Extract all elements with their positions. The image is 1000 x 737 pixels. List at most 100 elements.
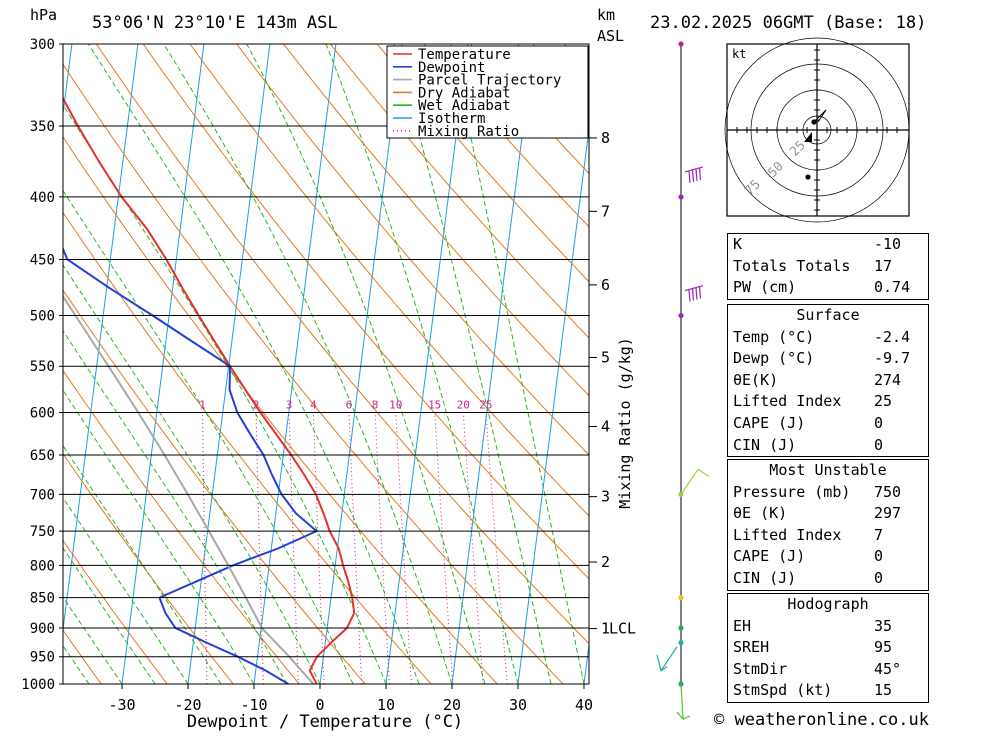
wet-adiabat-line	[164, 44, 452, 684]
mu-pressure-row: Pressure (mb)750	[728, 482, 928, 504]
wind-level-dot	[678, 313, 683, 318]
pressure-tick-label: 950	[30, 650, 55, 666]
wind-level-dot	[678, 625, 683, 630]
x-axis-label: Dewpoint / Temperature (°C)	[187, 712, 463, 732]
isotherm-line	[452, 44, 534, 684]
pressure-tick-label: 600	[30, 406, 55, 422]
mixing-ratio-line	[313, 413, 324, 685]
dry-adiabat-line	[3, 44, 497, 684]
km-tick-label: 8	[601, 129, 610, 147]
wind-barb	[685, 286, 703, 302]
legend-entry: Mixing Ratio	[418, 124, 519, 140]
wet-adiabat-line	[88, 44, 419, 684]
surface-temp-row: Temp (°C)-2.4	[728, 327, 928, 349]
isotherm-line	[0, 44, 6, 684]
mixing-ratio-label: 15	[428, 399, 441, 412]
x-tick-label: 40	[575, 696, 593, 714]
hodograph-point	[811, 119, 816, 124]
wind-level-dot	[678, 41, 683, 46]
mixing-ratio-line	[486, 413, 507, 685]
hodograph-unit-label: kt	[732, 47, 746, 61]
datetime-title: 23.02.2025 06GMT (Base: 18)	[650, 13, 926, 33]
wind-barb-flag	[689, 171, 690, 183]
wind-barb-flag	[693, 289, 694, 301]
wet-adiabat-line	[326, 44, 518, 684]
mixing-ratio-label: 1	[199, 399, 206, 412]
pressure-tick-label: 1000	[21, 677, 55, 693]
wind-barb-flag	[700, 287, 701, 299]
surface-cin-row: CIN (J)0	[728, 435, 928, 457]
hodograph-point	[805, 174, 810, 179]
wet-adiabat-line	[0, 44, 155, 684]
pressure-tick-label: 300	[30, 37, 55, 53]
surface-title: Surface	[728, 305, 928, 327]
wet-adiabat-line	[247, 44, 485, 684]
wind-barb	[681, 469, 709, 494]
mixing-ratio-label: 2	[253, 399, 260, 412]
pressure-tick-label: 900	[30, 621, 55, 637]
mixing-ratio-line	[349, 413, 362, 685]
k-index-row: K-10	[728, 234, 928, 256]
pressure-tick-label: 650	[30, 448, 55, 464]
wind-level-dot	[678, 595, 683, 600]
dry-adiabat-line	[96, 44, 629, 684]
pressure-tick-label: 700	[30, 487, 55, 503]
mixing-ratio-line	[375, 413, 389, 685]
x-tick-label: -30	[108, 696, 135, 714]
most-unstable-panel: Most Unstable Pressure (mb)750 θE (K)297…	[727, 459, 929, 591]
km-tick-label: 2	[601, 553, 610, 571]
pressure-tick-label: 400	[30, 190, 55, 206]
most-unstable-title: Most Unstable	[728, 460, 928, 482]
km-axis-label: km	[597, 6, 615, 24]
wind-barb-flag	[689, 290, 690, 302]
surface-thetae-row: θE(K)274	[728, 370, 928, 392]
location-title: 53°06'N 23°10'E 143m ASL	[92, 13, 338, 33]
lcl-label: LCL	[609, 620, 636, 638]
wind-barb	[677, 684, 690, 719]
hpa-axis-label: hPa	[30, 6, 57, 24]
mixing-ratio-line	[435, 413, 453, 685]
wind-barb-shaft	[677, 684, 690, 719]
pressure-tick-label: 550	[30, 359, 55, 375]
mixing-ratio-label: 6	[346, 399, 353, 412]
wind-level-dot	[678, 194, 683, 199]
credit-text: © weatheronline.co.uk	[714, 710, 929, 730]
km-tick-label: 7	[601, 202, 610, 220]
mixing-ratio-label: 20	[457, 399, 470, 412]
wind-barb-shaft	[657, 647, 677, 671]
km-tick-label: 3	[601, 488, 610, 506]
wind-barb-flag	[696, 169, 697, 181]
wind-barb-flag	[693, 170, 694, 182]
pressure-tick-label: 800	[30, 558, 55, 574]
pressure-tick-label: 850	[30, 591, 55, 607]
wind-barb-flag	[696, 288, 697, 300]
wind-barb	[685, 167, 703, 183]
wet-adiabat-line	[451, 44, 584, 684]
mixing-ratio-label: 3	[286, 399, 293, 412]
hodograph-table-title: Hodograph	[728, 594, 928, 616]
mu-cin-row: CIN (J)0	[728, 568, 928, 590]
mixing-ratio-label: 4	[310, 399, 317, 412]
wind-barb	[657, 647, 677, 671]
mixing-ratio-axis-label: Mixing Ratio (g/kg)	[616, 337, 634, 509]
mixing-ratio-label: 8	[372, 399, 379, 412]
wind-barb-shaft	[681, 469, 709, 494]
plot-frame	[63, 44, 589, 684]
surface-dewp-row: Dewp (°C)-9.7	[728, 348, 928, 370]
mu-thetae-row: θE (K)297	[728, 503, 928, 525]
mu-cape-row: CAPE (J)0	[728, 546, 928, 568]
km-tick-label: 6	[601, 276, 610, 294]
surface-cape-row: CAPE (J)0	[728, 413, 928, 435]
pressure-tick-label: 750	[30, 524, 55, 540]
mixing-ratio-label: 25	[479, 399, 492, 412]
km-tick-label: 5	[601, 348, 610, 366]
